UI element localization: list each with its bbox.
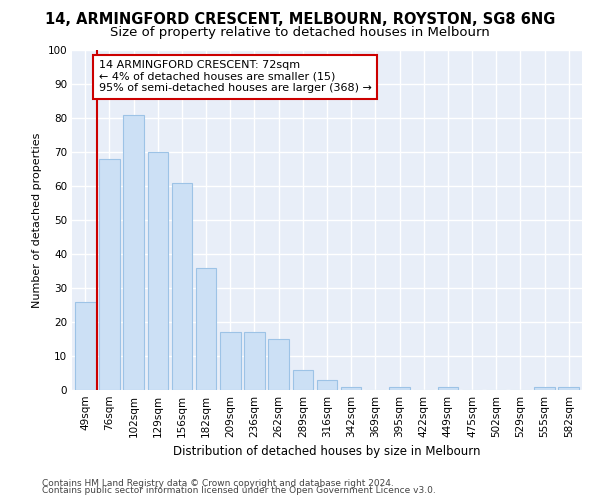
Bar <box>559 386 579 390</box>
Bar <box>534 386 555 390</box>
Bar <box>196 268 217 390</box>
Bar <box>293 370 313 390</box>
Bar <box>220 332 241 390</box>
Bar <box>389 386 410 390</box>
Bar <box>148 152 168 390</box>
Bar <box>124 114 144 390</box>
Bar <box>341 386 361 390</box>
Text: 14 ARMINGFORD CRESCENT: 72sqm
← 4% of detached houses are smaller (15)
95% of se: 14 ARMINGFORD CRESCENT: 72sqm ← 4% of de… <box>98 60 371 94</box>
Text: Contains HM Land Registry data © Crown copyright and database right 2024.: Contains HM Land Registry data © Crown c… <box>42 478 394 488</box>
Bar <box>99 159 120 390</box>
Bar <box>268 339 289 390</box>
Bar <box>437 386 458 390</box>
Bar <box>75 302 95 390</box>
Text: Size of property relative to detached houses in Melbourn: Size of property relative to detached ho… <box>110 26 490 39</box>
Bar <box>244 332 265 390</box>
Bar <box>172 182 192 390</box>
Text: Contains public sector information licensed under the Open Government Licence v3: Contains public sector information licen… <box>42 486 436 495</box>
Text: 14, ARMINGFORD CRESCENT, MELBOURN, ROYSTON, SG8 6NG: 14, ARMINGFORD CRESCENT, MELBOURN, ROYST… <box>45 12 555 28</box>
X-axis label: Distribution of detached houses by size in Melbourn: Distribution of detached houses by size … <box>173 446 481 458</box>
Bar <box>317 380 337 390</box>
Y-axis label: Number of detached properties: Number of detached properties <box>32 132 42 308</box>
